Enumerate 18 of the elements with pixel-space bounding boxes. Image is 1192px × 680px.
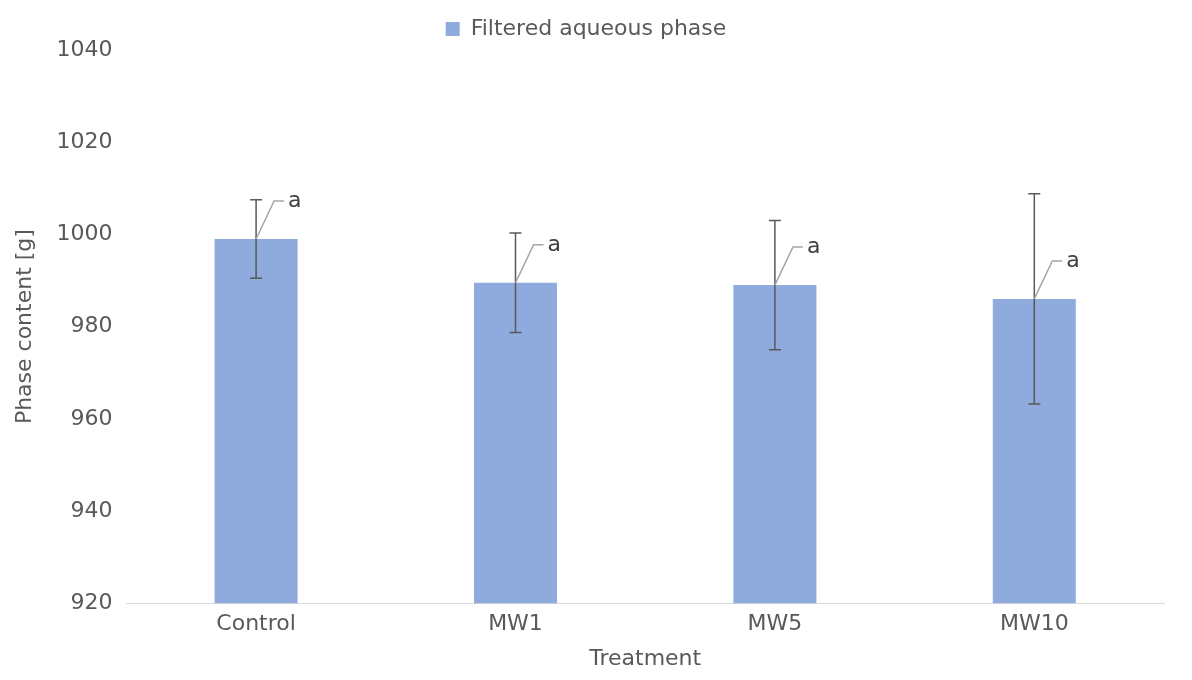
annotation: a [288,186,302,212]
y-axis-title: Phase content [g] [10,229,36,425]
x-tick-label: Control [216,610,296,636]
y-tick-label: 940 [70,496,113,522]
y-tick-label: 960 [70,404,113,430]
y-tick-label: 1020 [56,127,113,153]
y-tick-label: 1000 [56,220,113,246]
x-tick-label: MW10 [999,610,1069,636]
x-axis-title: Treatment [588,644,702,670]
y-tick-label: 920 [70,588,113,614]
legend-label: Filtered aqueous phase [470,14,727,40]
x-tick-label: MW5 [747,610,803,636]
x-tick-label: MW1 [488,610,543,636]
annotation: a [806,232,821,258]
y-tick-label: 980 [70,312,113,338]
annotation: a [1066,246,1080,272]
annotation: a [547,230,561,256]
y-tick-label: 1040 [56,35,113,61]
